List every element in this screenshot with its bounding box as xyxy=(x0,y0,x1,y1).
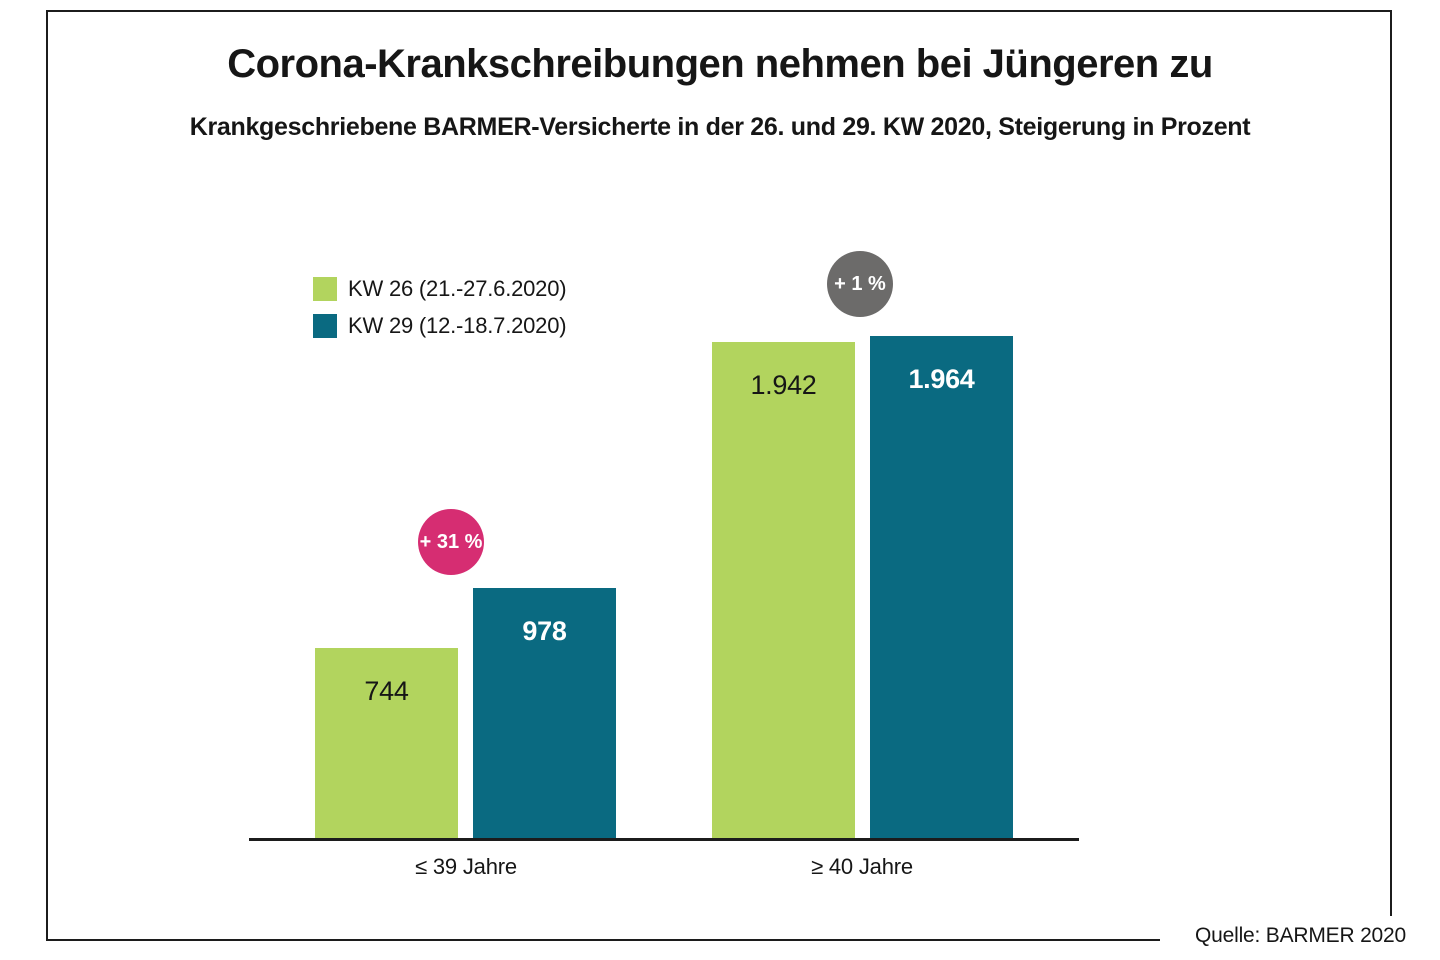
increase-badge-over-40: + 1 % xyxy=(827,251,893,317)
source-credit: Quelle: BARMER 2020 xyxy=(1160,916,1410,958)
legend-label-kw26: KW 26 (21.-27.6.2020) xyxy=(348,276,567,301)
x-axis-line xyxy=(249,838,1079,841)
increase-badge-under-39-text: + 31 % xyxy=(419,530,483,553)
x-axis-label-over-40: ≥ 40 Jahre xyxy=(811,854,913,879)
bar-value-kw26-under-39: 744 xyxy=(364,676,409,706)
legend-item-kw29: KW 29 (12.-18.7.2020) xyxy=(313,313,567,339)
chart-title: Corona-Krankschreibungen nehmen bei Jüng… xyxy=(227,42,1213,86)
legend-swatch-kw26 xyxy=(313,277,337,301)
bar-value-kw29-over-40: 1.964 xyxy=(908,364,975,394)
bar-value-kw26-over-40: 1.942 xyxy=(750,370,817,400)
bar-kw26-over-40: 1.942 xyxy=(712,342,855,838)
bar-value-kw29-under-39: 978 xyxy=(522,616,567,646)
legend: KW 26 (21.-27.6.2020) KW 29 (12.-18.7.20… xyxy=(313,276,567,350)
bar-kw29-under-39: 978 xyxy=(473,588,616,838)
increase-badge-under-39: + 31 % xyxy=(418,509,484,575)
bar-kw26-under-39: 744 xyxy=(315,648,458,838)
legend-swatch-kw29 xyxy=(313,314,337,338)
chart-frame-border xyxy=(46,10,1392,941)
legend-label-kw29: KW 29 (12.-18.7.2020) xyxy=(348,313,567,338)
bar-kw29-over-40: 1.964 xyxy=(870,336,1013,838)
legend-item-kw26: KW 26 (21.-27.6.2020) xyxy=(313,276,567,302)
x-axis-label-under-39: ≤ 39 Jahre xyxy=(415,854,517,879)
chart-subtitle: Krankgeschriebene BARMER-Versicherte in … xyxy=(189,113,1251,141)
increase-badge-over-40-text: + 1 % xyxy=(834,272,886,295)
